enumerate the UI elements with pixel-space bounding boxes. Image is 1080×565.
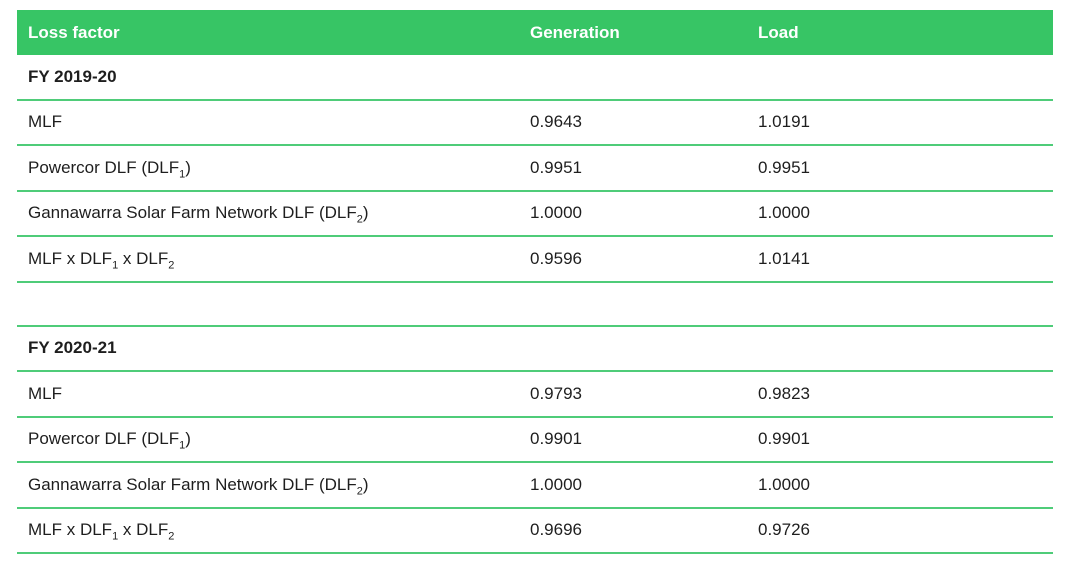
row-label-subscript: 1	[112, 259, 119, 272]
row-label-text: MLF	[28, 112, 62, 132]
row-label: MLF	[17, 384, 530, 404]
table-row: Powercor DLF (DLF1) 0.9951 0.9951	[17, 146, 1053, 192]
section-header-fy-2019-20: FY 2019-20	[17, 55, 1053, 101]
load-value: 0.9901	[758, 429, 810, 449]
load-value: 0.9951	[758, 157, 810, 177]
row-label: MLF x DLF1 x DLF2	[17, 520, 530, 543]
row-label: Gannawarra Solar Farm Network DLF (DLF2)	[17, 474, 530, 498]
row-label-subscript: 2	[356, 213, 363, 226]
row-label-text: MLF x DLF	[28, 248, 113, 268]
section-title: FY 2020-21	[28, 338, 117, 358]
generation-value: 0.9793	[530, 383, 582, 403]
loss-factor-table: Loss factor Generation Load FY 2019-20 M…	[17, 10, 1053, 554]
section-title: FY 2019-20	[28, 66, 117, 86]
table-row: Gannawarra Solar Farm Network DLF (DLF2)…	[17, 191, 1053, 237]
row-label: MLF	[17, 112, 530, 132]
table-row: MLF 0.9643 1.0191	[17, 100, 1053, 146]
section-header-fy-2020-21: FY 2020-21	[17, 326, 1053, 372]
row-label-subscript: 2	[168, 259, 175, 272]
table-header-row: Loss factor Generation Load	[17, 10, 1053, 55]
generation-value: 0.9596	[530, 248, 582, 268]
row-label: MLF x DLF1 x DLF2	[17, 248, 530, 272]
row-label-text: )	[185, 157, 191, 177]
row-label-subscript: 1	[112, 530, 119, 543]
row-label: Powercor DLF (DLF1)	[17, 157, 530, 181]
load-value: 0.9726	[758, 520, 810, 540]
generation-value: 0.9901	[530, 429, 582, 449]
column-header-loss-factor: Loss factor	[28, 22, 120, 42]
generation-value: 0.9951	[530, 157, 582, 177]
table-row: Powercor DLF (DLF1) 0.9901 0.9901	[17, 417, 1053, 463]
row-label-text: x DLF	[118, 248, 169, 268]
row-label-subscript: 2	[168, 530, 175, 543]
row-label: Powercor DLF (DLF1)	[17, 429, 530, 452]
row-label-text: Powercor DLF (DLF	[28, 429, 180, 449]
row-label: Gannawarra Solar Farm Network DLF (DLF2)	[17, 203, 530, 226]
load-value: 1.0191	[758, 112, 810, 132]
column-header-load: Load	[758, 22, 799, 42]
table-row: MLF x DLF1 x DLF2 0.9596 1.0141	[17, 237, 1053, 283]
load-value: 0.9823	[758, 383, 810, 403]
spacer-row	[17, 282, 1053, 327]
row-label-subscript: 1	[179, 168, 186, 181]
row-label-text: Gannawarra Solar Farm Network DLF (DLF	[28, 203, 357, 223]
load-value: 1.0141	[758, 248, 810, 268]
row-label-text: )	[362, 203, 369, 223]
table-row: Gannawarra Solar Farm Network DLF (DLF2)…	[17, 463, 1053, 509]
load-value: 1.0000	[758, 203, 810, 223]
row-label-subscript: 2	[356, 485, 363, 498]
generation-value: 0.9696	[530, 520, 582, 540]
generation-value: 1.0000	[530, 203, 582, 223]
generation-value: 1.0000	[530, 474, 582, 494]
column-header-generation: Generation	[530, 22, 620, 42]
row-label-text: )	[362, 474, 369, 494]
row-label-text: Powercor DLF (DLF	[28, 157, 180, 177]
row-label-text: MLF x DLF	[28, 520, 113, 540]
load-value: 1.0000	[758, 474, 810, 494]
row-label-text: MLF	[28, 383, 62, 403]
generation-value: 0.9643	[530, 112, 582, 132]
table-row: MLF 0.9793 0.9823	[17, 372, 1053, 418]
table-row: MLF x DLF1 x DLF2 0.9696 0.9726	[17, 508, 1053, 554]
row-label-text: Gannawarra Solar Farm Network DLF (DLF	[28, 474, 357, 494]
row-label-text: x DLF	[118, 520, 169, 540]
row-label-subscript: 1	[179, 439, 186, 452]
row-label-text: )	[185, 429, 191, 449]
